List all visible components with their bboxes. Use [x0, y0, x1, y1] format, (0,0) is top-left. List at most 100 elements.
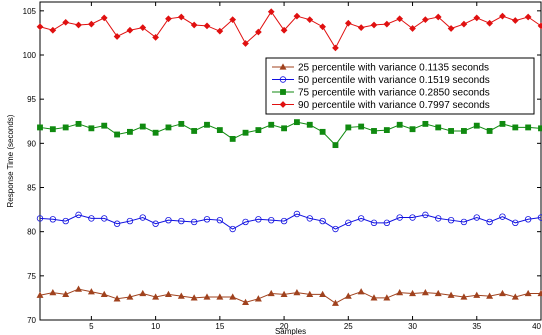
square-marker: [62, 124, 69, 131]
triangle-marker: [460, 293, 468, 300]
x-axis-ticks: 5 10 15 20 25 30 35 40: [89, 2, 542, 331]
diamond-marker: [447, 25, 455, 32]
x-axis-label: Samples: [275, 327, 306, 335]
square-marker: [345, 124, 352, 131]
square-marker: [255, 127, 262, 134]
triangle-marker: [383, 294, 391, 301]
circle-marker: [332, 225, 339, 233]
square-marker: [409, 126, 416, 133]
square-marker: [473, 122, 480, 129]
x-tick-label: 35: [472, 322, 481, 331]
y-tick-label: 80: [27, 228, 36, 237]
diamond-marker: [357, 24, 365, 31]
circle-marker: [537, 214, 542, 221]
circle-marker: [203, 216, 211, 223]
square-marker: [229, 135, 236, 142]
circle-marker: [422, 211, 429, 219]
circle-marker: [178, 217, 185, 225]
x-tick-label: 25: [344, 322, 353, 331]
triangle-marker: [434, 289, 442, 297]
circle-marker: [319, 217, 326, 225]
diamond-marker: [49, 26, 57, 34]
triangle-marker: [473, 291, 481, 298]
y-tick-label: 70: [27, 316, 36, 325]
triangle-marker: [498, 289, 506, 297]
circle-marker: [460, 218, 468, 226]
square-marker: [383, 127, 390, 134]
y-tick-label: 100: [23, 51, 37, 60]
x-tick-label: 15: [215, 322, 224, 331]
square-marker: [280, 89, 286, 95]
square-marker: [281, 125, 287, 132]
square-marker: [371, 128, 377, 134]
circle-marker: [357, 215, 365, 222]
y-tick-label: 85: [27, 184, 36, 193]
square-marker: [332, 142, 339, 149]
circle-marker: [126, 217, 134, 225]
triangle-marker: [267, 289, 275, 297]
series-1: [36, 285, 542, 306]
legend-entry: 25 percentile with variance 0.1135 secon…: [272, 63, 489, 74]
x-tick-label: 40: [532, 322, 541, 331]
diamond-marker: [524, 13, 532, 21]
circle-marker: [216, 216, 224, 224]
legend-box: [265, 57, 535, 115]
triangle-marker: [100, 290, 108, 298]
diamond-marker: [267, 8, 275, 16]
circle-marker: [280, 217, 288, 225]
square-marker: [49, 126, 56, 133]
series-4: [36, 8, 542, 52]
square-marker: [152, 129, 159, 136]
circle-marker: [473, 214, 480, 221]
square-marker: [512, 124, 519, 131]
triangle-marker: [139, 289, 147, 297]
square-marker: [88, 125, 95, 132]
triangle-marker: [280, 290, 288, 298]
diamond-marker: [486, 19, 493, 27]
y-tick-label: 95: [27, 95, 36, 104]
diamond-marker: [473, 14, 481, 22]
circle-marker: [383, 219, 391, 227]
circle-marker: [229, 225, 236, 233]
diamond-marker: [229, 16, 237, 24]
circle-marker: [293, 210, 301, 218]
square-marker: [127, 128, 133, 135]
circle-marker: [152, 220, 159, 227]
square-marker: [422, 120, 429, 127]
circle-marker: [396, 214, 403, 221]
diamond-marker: [88, 20, 95, 28]
x-tick-label: 10: [151, 322, 160, 331]
circle-marker: [75, 211, 82, 219]
square-marker: [268, 121, 275, 128]
x-tick-label: 20: [280, 322, 289, 331]
circle-marker: [499, 213, 506, 220]
diamond-marker: [280, 26, 288, 34]
triangle-marker: [152, 293, 160, 300]
triangle-marker: [87, 288, 95, 295]
square-marker: [306, 121, 313, 128]
square-marker: [486, 128, 493, 134]
circle-marker: [512, 219, 519, 227]
x-tick-label: 30: [408, 322, 417, 331]
diamond-marker: [422, 16, 429, 24]
triangle-marker: [279, 63, 287, 70]
legend-label: 90 percentile with variance 0.7997 secon…: [298, 100, 490, 111]
legend-label: 50 percentile with variance 0.1519 secon…: [298, 75, 490, 86]
square-marker: [204, 121, 210, 128]
square-marker: [396, 121, 403, 128]
y-axis-label: Response Time (seconds): [6, 114, 15, 207]
circle-marker: [242, 218, 249, 226]
triangle-marker: [293, 288, 301, 296]
legend-entry: 50 percentile with variance 0.1519 secon…: [272, 75, 490, 86]
square-marker: [319, 128, 326, 135]
square-marker: [37, 124, 43, 131]
triangle-marker: [421, 288, 429, 296]
triangle-marker: [203, 293, 211, 300]
circle-marker: [345, 219, 352, 227]
diamond-marker: [177, 13, 185, 21]
circle-marker: [279, 76, 287, 83]
diamond-marker: [344, 19, 352, 27]
circle-marker: [306, 215, 313, 222]
y-tick-label: 75: [27, 272, 36, 281]
